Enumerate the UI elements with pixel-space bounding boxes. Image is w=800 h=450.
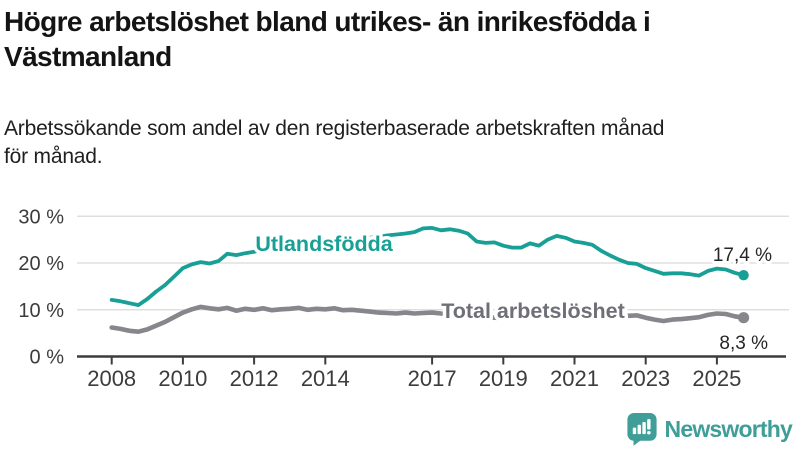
x-tick-label-2014: 2014 [301,366,350,391]
y-axis-labels: 0 % 10 % 20 % 30 % [18,206,64,368]
y-tick-label-20: 20 % [18,253,64,275]
total-series-label: Total arbetslöshet [441,299,625,323]
chart-subtitle-line2: för månad. [4,145,103,168]
chart-title-line1: Högre arbetslöshet bland utrikes- än inr… [4,6,651,37]
x-tick-label-2008: 2008 [87,366,136,391]
chart-subtitle-line1: Arbetssökande som andel av den registerb… [4,117,665,140]
total-value-label: 8,3 % [719,333,768,354]
utlandsfodda-series-label: Utlandsfödda [255,232,393,256]
total-end-dot [738,312,750,324]
chart-title-line2: Västmanland [4,41,172,72]
total-arbetsloshet-line [109,304,746,335]
newsworthy-wordmark: Newsworthy [664,415,793,442]
chart-speech-bubble-icon [626,413,657,446]
x-tick-label-2010: 2010 [158,366,207,391]
chart-subtitle: Arbetssökande som andel av den registerb… [4,115,792,171]
utlandsfodda-value-label: 17,4 % [713,245,772,266]
x-tick-label-2025: 2025 [692,366,741,391]
gridlines [77,215,789,311]
utlandsfodda-end-dot [738,270,749,281]
utlandsfodda-line [109,225,746,308]
y-tick-label-30: 30 % [18,206,64,228]
x-tick-label-2012: 2012 [230,366,279,391]
x-tick-label-2019: 2019 [479,366,528,391]
x-tick-label-2017: 2017 [408,366,457,391]
x-tick-label-2021: 2021 [550,366,599,391]
x-axis: 2008 2010 2012 2014 2017 2019 2021 2023 2025 [77,355,786,391]
y-tick-label-0: 0 % [30,347,65,369]
newsworthy-logo[interactable]: Newsworthy [626,412,793,446]
y-tick-label-10: 10 % [18,300,64,322]
x-tick-label-2023: 2023 [621,366,670,391]
chart-title: Högre arbetslöshet bland utrikes- än inr… [4,4,792,74]
